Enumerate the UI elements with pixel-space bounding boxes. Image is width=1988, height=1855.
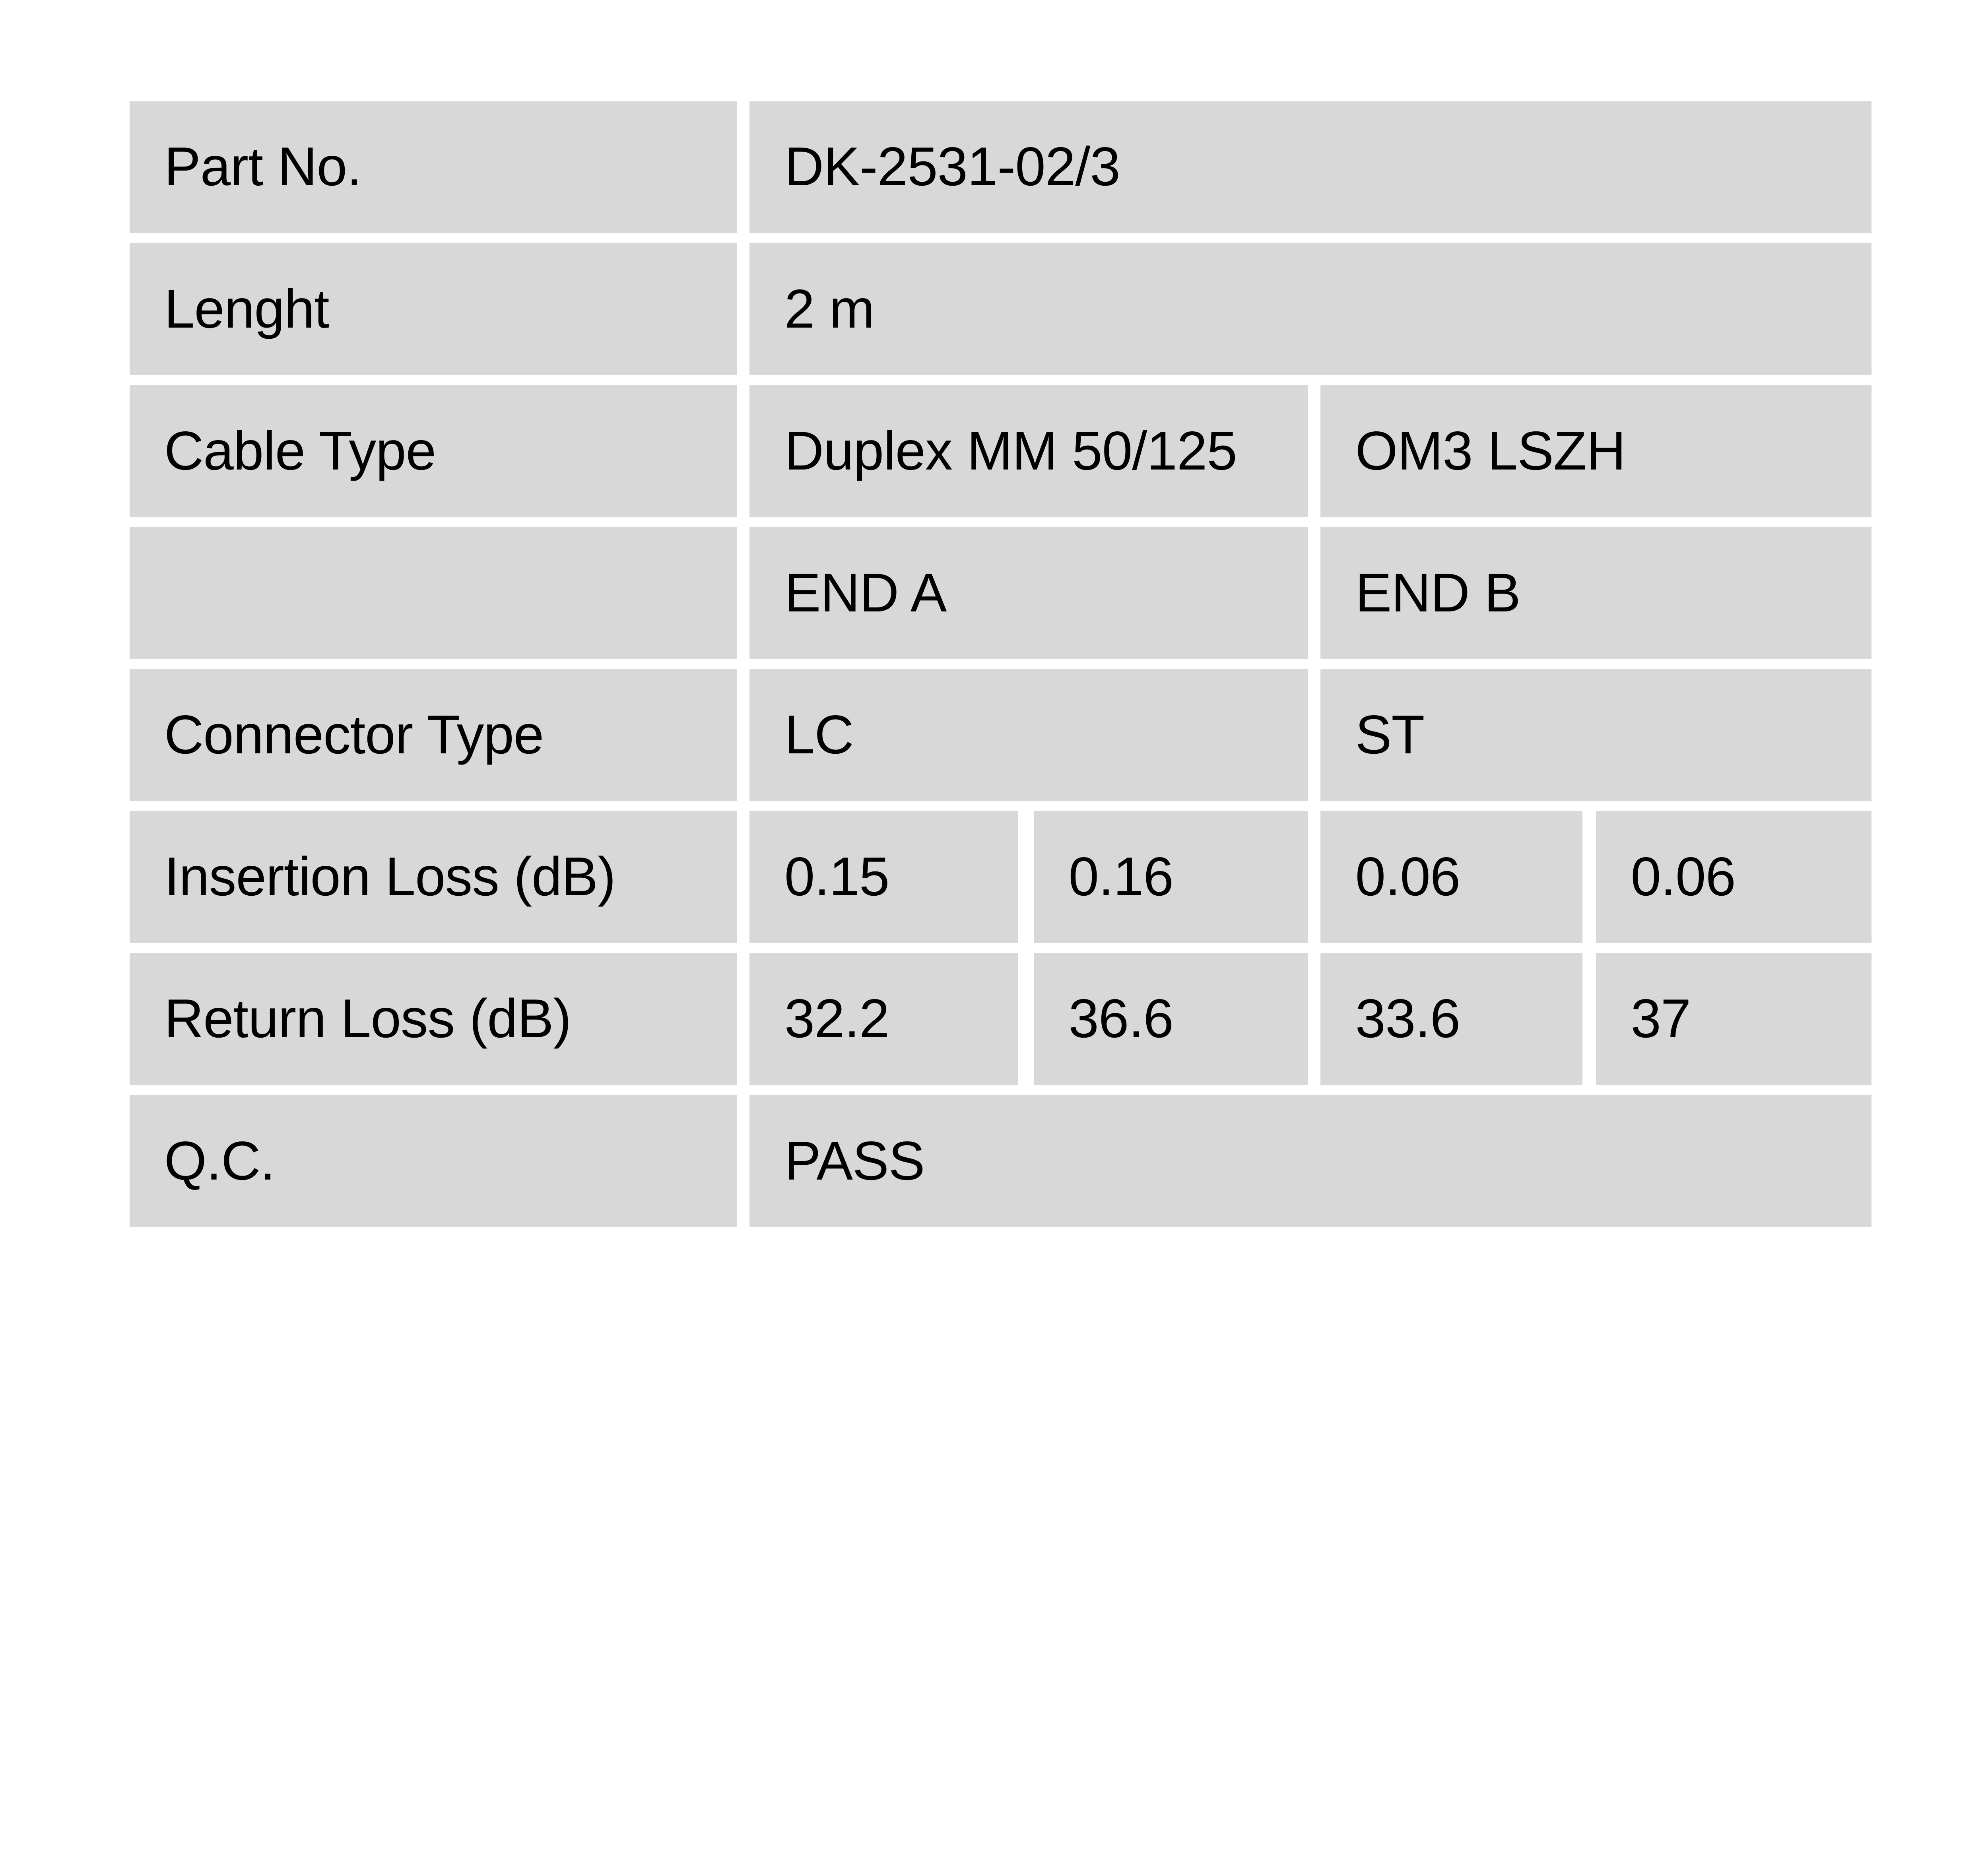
page: Part No. DK-2531-02/3 Lenght 2 m Cable T…	[129, 101, 1872, 1227]
return-loss-value-2: 36.6	[1033, 953, 1308, 1085]
insertion-loss-value-4: 0.06	[1596, 811, 1872, 943]
qc-label: Q.C.	[129, 1095, 737, 1227]
qc-value: PASS	[749, 1095, 1872, 1227]
connector-type-end-b: ST	[1320, 669, 1872, 801]
connector-type-label: Connector Type	[129, 669, 737, 801]
cable-type-value-a: Duplex MM 50/125	[749, 385, 1308, 517]
length-value: 2 m	[749, 243, 1872, 375]
return-loss-value-1: 32.2	[749, 953, 1018, 1085]
cable-type-label: Cable Type	[129, 385, 737, 517]
insertion-loss-value-3: 0.06	[1320, 811, 1582, 943]
return-loss-label: Return Loss (dB)	[129, 953, 737, 1085]
end-b-header: END B	[1320, 527, 1872, 659]
insertion-loss-value-2: 0.16	[1033, 811, 1308, 943]
ends-label-empty	[129, 527, 737, 659]
part-no-label: Part No.	[129, 101, 737, 233]
return-loss-value-4: 37	[1596, 953, 1872, 1085]
length-label: Lenght	[129, 243, 737, 375]
insertion-loss-value-1: 0.15	[749, 811, 1018, 943]
connector-type-end-a: LC	[749, 669, 1308, 801]
return-loss-value-3: 33.6	[1320, 953, 1582, 1085]
part-no-value: DK-2531-02/3	[749, 101, 1872, 233]
cable-type-value-b: OM3 LSZH	[1320, 385, 1872, 517]
insertion-loss-label: Insertion Loss (dB)	[129, 811, 737, 943]
end-a-header: END A	[749, 527, 1308, 659]
spec-table: Part No. DK-2531-02/3 Lenght 2 m Cable T…	[129, 101, 1872, 1227]
